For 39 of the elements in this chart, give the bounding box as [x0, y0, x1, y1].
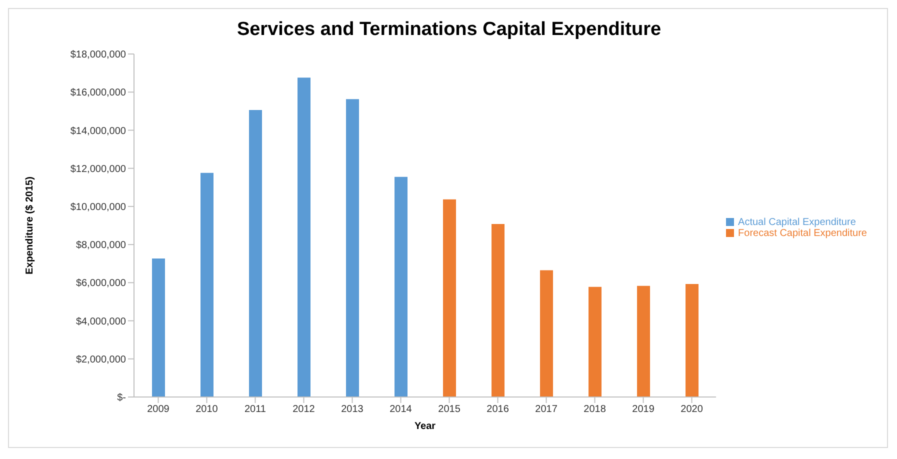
y-tick-label: $2,000,000	[76, 354, 126, 366]
x-tick-label: 2012	[292, 404, 316, 416]
y-tick-label: $8,000,000	[76, 240, 126, 252]
y-tick-label: $6,000,000	[76, 278, 126, 290]
bar	[540, 270, 554, 397]
x-tick-label: 2010	[196, 404, 218, 416]
x-tick-label: 2016	[486, 404, 510, 416]
bar	[637, 286, 650, 397]
y-tick-label: $-	[117, 392, 126, 404]
x-tick-label: 2009	[147, 404, 170, 416]
x-tick-label: 2011	[244, 404, 266, 416]
y-tick-label: $12,000,000	[70, 164, 126, 175]
y-tick-label: $14,000,000	[70, 126, 126, 137]
y-tick-label: $10,000,000	[70, 202, 126, 213]
bar	[346, 99, 360, 397]
x-axis-title: Year	[414, 421, 436, 432]
legend-label: Actual Capital Expenditure	[738, 217, 856, 228]
x-tick-label: 2013	[341, 404, 364, 416]
legend-label: Forecast Capital Expenditure	[738, 228, 867, 239]
x-tick-label: 2019	[632, 404, 655, 416]
bar	[492, 224, 505, 397]
x-tick-label: 2017	[535, 404, 558, 416]
x-tick-label: 2020	[680, 404, 704, 416]
y-tick-label: $18,000,000	[70, 50, 126, 61]
bar	[394, 176, 408, 397]
bar	[298, 78, 311, 397]
bar	[152, 258, 165, 397]
x-tick-label: 2018	[584, 404, 606, 416]
y-axis-title: Expenditure ($ 2015)	[24, 176, 36, 274]
y-tick-label: $4,000,000	[76, 316, 126, 328]
bar	[686, 284, 699, 397]
bar	[200, 172, 214, 397]
bar	[443, 199, 456, 397]
x-tick-label: 2014	[390, 404, 412, 416]
bar	[249, 110, 262, 397]
chart-title: Services and Terminations Capital Expenditure	[236, 19, 662, 41]
y-tick-label: $16,000,000	[70, 88, 126, 99]
bar	[588, 286, 602, 397]
x-tick-label: 2015	[438, 404, 461, 416]
